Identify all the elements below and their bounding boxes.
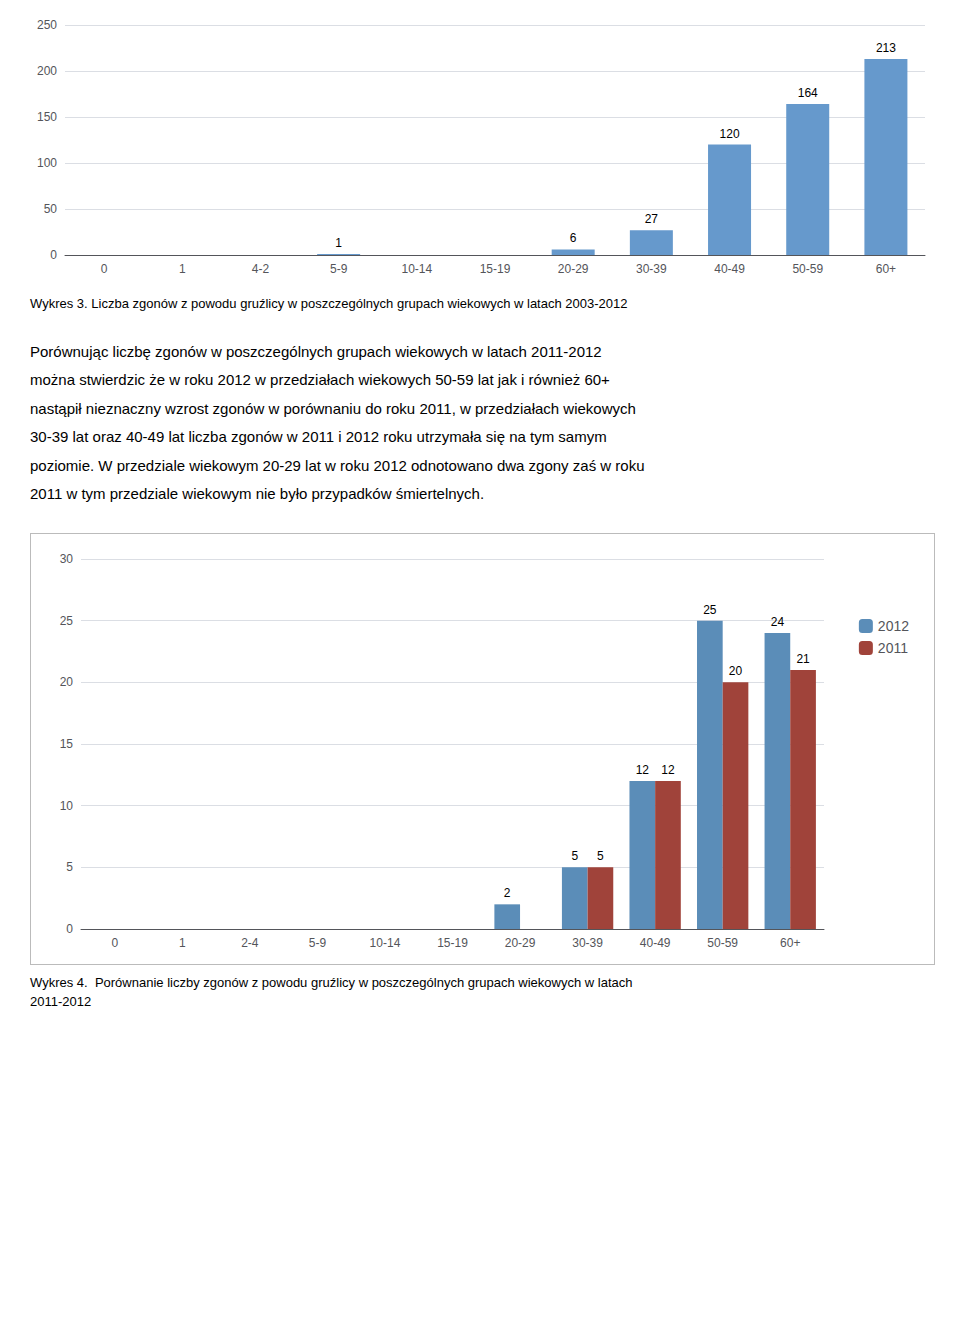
html-text:30-39 lat oraz 40-49 lat liczb: 30-39 lat oraz 40-49 lat liczba zgonów w… <box>30 428 607 445</box>
svg-text:20: 20 <box>729 664 743 678</box>
svg-text:50-59: 50-59 <box>792 262 823 276</box>
svg-text:0: 0 <box>111 936 118 950</box>
svg-text:50: 50 <box>44 202 58 216</box>
svg-text:20-29: 20-29 <box>505 936 536 950</box>
svg-text:5: 5 <box>571 849 578 863</box>
html-text:2011 w tym przedziale wiekowym: 2011 w tym przedziale wiekowym nie było … <box>30 485 485 502</box>
svg-text:1: 1 <box>335 236 342 250</box>
svg-text:20: 20 <box>60 675 74 689</box>
svg-text:1: 1 <box>179 936 186 950</box>
svg-text:15: 15 <box>60 737 74 751</box>
svg-text:12: 12 <box>636 763 650 777</box>
svg-text:21: 21 <box>796 652 810 666</box>
svg-text:6: 6 <box>570 231 577 245</box>
html-text:Wykres 3. Liczba zgonów z powo: Wykres 3. Liczba zgonów z powodu gruźlic… <box>30 296 628 311</box>
svg-text:4-2: 4-2 <box>252 262 270 276</box>
svg-text:15-19: 15-19 <box>480 262 511 276</box>
svg-text:2: 2 <box>504 886 511 900</box>
svg-text:27: 27 <box>645 212 659 226</box>
svg-text:0: 0 <box>101 262 108 276</box>
svg-text:60+: 60+ <box>876 262 896 276</box>
html-text:Porównując liczbę zgonów w pos: Porównując liczbę zgonów w poszczególnyc… <box>30 342 602 360</box>
svg-text:2011: 2011 <box>878 640 908 656</box>
svg-text:1: 1 <box>179 262 186 276</box>
svg-text:5-9: 5-9 <box>309 936 327 950</box>
svg-text:10: 10 <box>60 798 74 812</box>
html-text:poziomie. W przedziale wiekowy: poziomie. W przedziale wiekowym 20-29 la… <box>30 456 645 474</box>
svg-text:2-4: 2-4 <box>241 936 259 950</box>
html-text:nastąpił nieznaczny wzrost zgo: nastąpił nieznaczny wzrost zgonów w poró… <box>30 399 636 417</box>
svg-text:150: 150 <box>37 110 57 124</box>
html-text:można stwierdzic że w roku 201: można stwierdzic że w roku 2012 w przedz… <box>30 371 610 388</box>
svg-text:10-14: 10-14 <box>401 262 432 276</box>
svg-text:5: 5 <box>66 860 73 874</box>
svg-text:200: 200 <box>37 64 57 78</box>
svg-text:25: 25 <box>60 613 74 627</box>
svg-text:15-19: 15-19 <box>437 936 468 950</box>
svg-text:120: 120 <box>720 127 740 141</box>
svg-text:0: 0 <box>50 248 57 262</box>
svg-text:213: 213 <box>876 41 896 55</box>
svg-text:164: 164 <box>798 86 818 100</box>
svg-text:100: 100 <box>37 156 57 170</box>
svg-text:5-9: 5-9 <box>330 262 348 276</box>
svg-text:10-14: 10-14 <box>370 936 401 950</box>
svg-text:30: 30 <box>60 552 74 566</box>
svg-text:5: 5 <box>597 849 604 863</box>
svg-text:2012: 2012 <box>878 618 909 634</box>
svg-text:40-49: 40-49 <box>640 936 671 950</box>
html-text:Wykres 4. Porównanie liczby zg: Wykres 4. Porównanie liczby zgonów z pow… <box>30 974 633 1009</box>
svg-text:20-29: 20-29 <box>558 262 589 276</box>
svg-text:250: 250 <box>37 18 57 32</box>
svg-text:30-39: 30-39 <box>572 936 603 950</box>
svg-text:24: 24 <box>771 615 785 629</box>
svg-text:0: 0 <box>66 922 73 936</box>
svg-text:12: 12 <box>661 763 675 777</box>
svg-text:25: 25 <box>703 602 717 616</box>
svg-text:50-59: 50-59 <box>707 936 738 950</box>
svg-text:60+: 60+ <box>780 936 800 950</box>
svg-text:40-49: 40-49 <box>714 262 745 276</box>
svg-text:30-39: 30-39 <box>636 262 667 276</box>
